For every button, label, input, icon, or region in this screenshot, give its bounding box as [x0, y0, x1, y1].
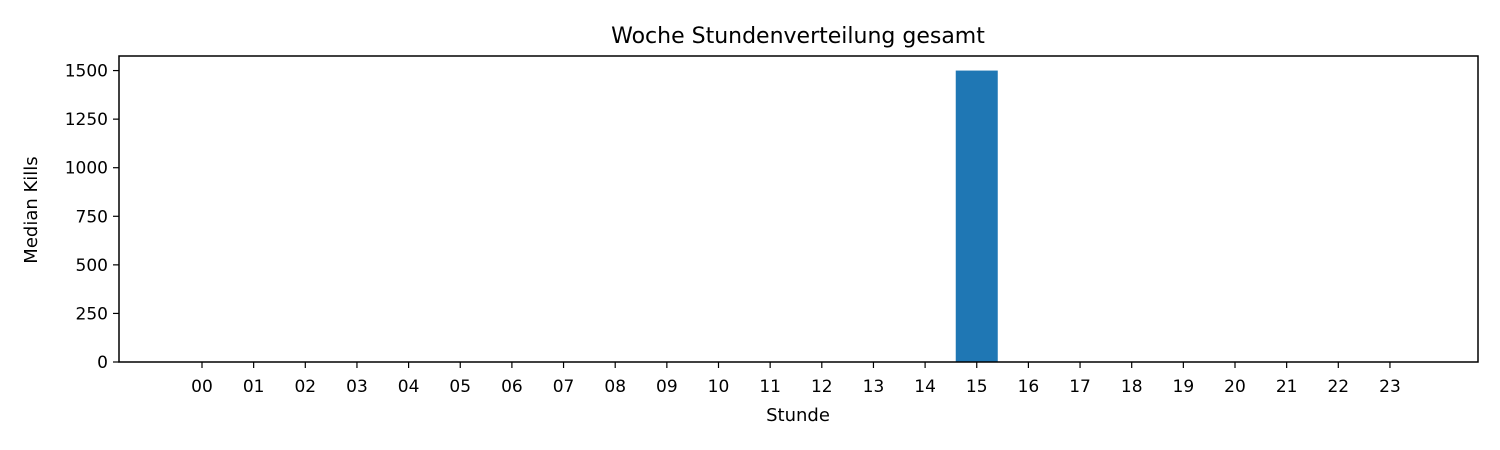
x-axis-label: Stunde [766, 405, 830, 426]
x-tick-label-04: 04 [398, 377, 420, 397]
x-tick-label-15: 15 [966, 377, 988, 397]
x-tick-label-10: 10 [708, 377, 730, 397]
y-tick-label-1000: 1000 [65, 159, 108, 179]
x-tick-label-00: 00 [191, 377, 213, 397]
x-tick-label-21: 21 [1276, 377, 1298, 397]
x-tick-label-23: 23 [1379, 377, 1401, 397]
x-tick-label-02: 02 [294, 377, 316, 397]
x-tick-label-03: 03 [346, 377, 368, 397]
x-tick-label-06: 06 [501, 377, 523, 397]
y-tick-label-250: 250 [76, 304, 108, 324]
plot-frame [118, 55, 1479, 363]
x-tick-label-16: 16 [1018, 377, 1040, 397]
x-tick-label-08: 08 [604, 377, 626, 397]
plot-area: 00 01 02 03 04 05 06 07 08 09 10 11 12 13 14 15 16 17 18 19… [65, 55, 1479, 397]
y-tick-label-500: 500 [76, 256, 108, 276]
x-tick-label-01: 01 [243, 377, 265, 397]
x-tick-label-07: 07 [553, 377, 575, 397]
x-tick-label-20: 20 [1224, 377, 1246, 397]
x-tick-label-11: 11 [759, 377, 781, 397]
x-tick-label-05: 05 [449, 377, 471, 397]
x-tick-label-09: 09 [656, 377, 678, 397]
chart-title: Woche Stundenverteilung gesamt [611, 24, 985, 49]
y-tick-label-1250: 1250 [65, 110, 108, 130]
y-axis-label: Median Kills [21, 156, 42, 263]
x-tick-label-13: 13 [863, 377, 885, 397]
bar-15 [955, 70, 998, 362]
x-tick-label-17: 17 [1069, 377, 1091, 397]
x-tick-label-19: 19 [1173, 377, 1195, 397]
y-tick-label-750: 750 [76, 207, 108, 227]
x-tick-label-12: 12 [811, 377, 833, 397]
y-tick-label-0: 0 [97, 353, 108, 373]
x-tick-label-18: 18 [1121, 377, 1143, 397]
x-tick-label-22: 22 [1327, 377, 1349, 397]
y-tick-label-1500: 1500 [65, 62, 108, 82]
x-tick-label-14: 14 [914, 377, 936, 397]
